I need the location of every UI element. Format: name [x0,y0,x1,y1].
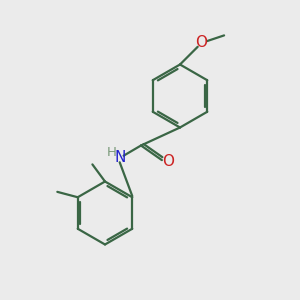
Text: H: H [106,146,116,159]
Text: N: N [114,150,125,165]
Text: O: O [196,35,208,50]
Text: O: O [163,154,175,169]
